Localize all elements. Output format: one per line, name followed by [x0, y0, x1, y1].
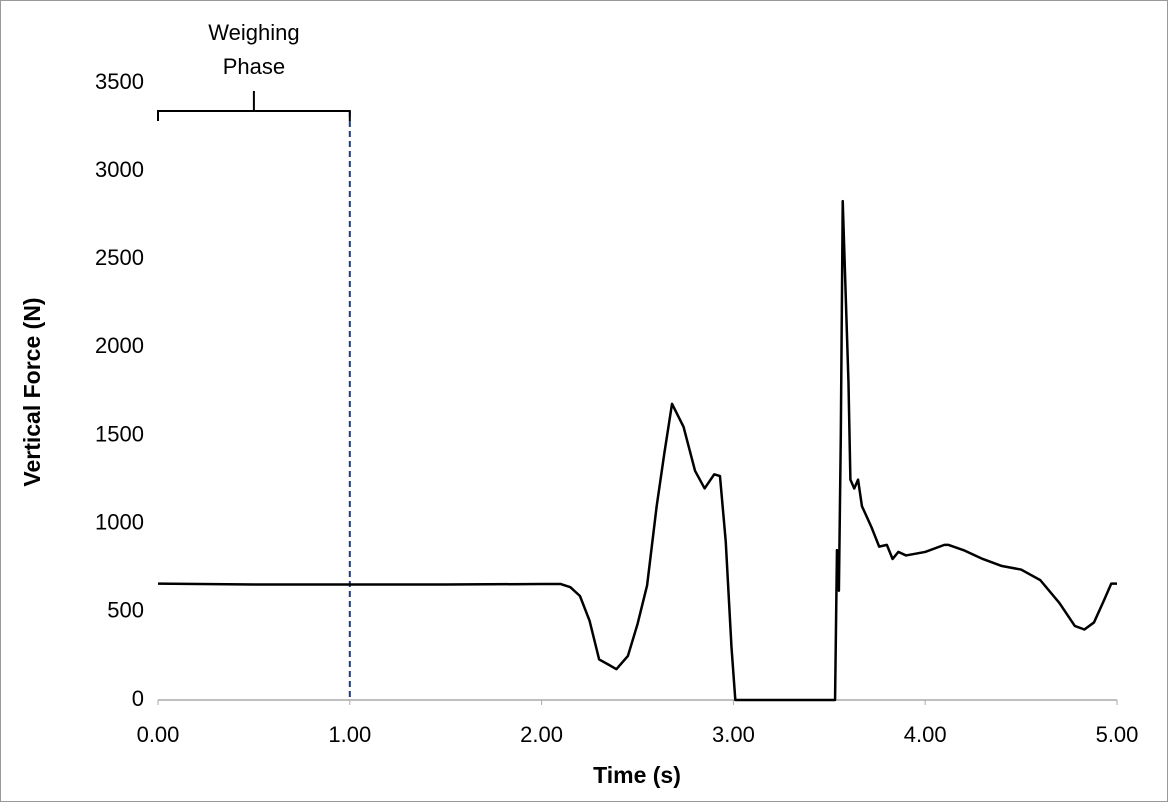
y-tick-label: 3500 [95, 69, 144, 94]
x-tick-label: 4.00 [904, 722, 947, 747]
y-axis-title: Vertical Force (N) [19, 297, 45, 486]
y-tick-label: 3000 [95, 157, 144, 182]
x-tick-label: 1.00 [328, 722, 371, 747]
x-tick-label: 2.00 [520, 722, 563, 747]
y-tick-label: 2000 [95, 333, 144, 358]
y-tick-label: 1500 [95, 421, 144, 446]
phase-label: Weighing [208, 20, 299, 45]
x-tick-label: 0.00 [137, 722, 180, 747]
phase-label: Phase [223, 54, 285, 79]
y-tick-label: 1000 [95, 510, 144, 535]
x-tick-label: 5.00 [1096, 722, 1139, 747]
y-tick-label: 0 [132, 686, 144, 711]
y-tick-label: 500 [107, 598, 144, 623]
x-axis-title: Time (s) [593, 762, 681, 788]
y-tick-label: 2500 [95, 245, 144, 270]
data-line [157, 199, 1117, 702]
x-tick-label: 3.00 [712, 722, 755, 747]
phase-bracket [157, 91, 351, 121]
